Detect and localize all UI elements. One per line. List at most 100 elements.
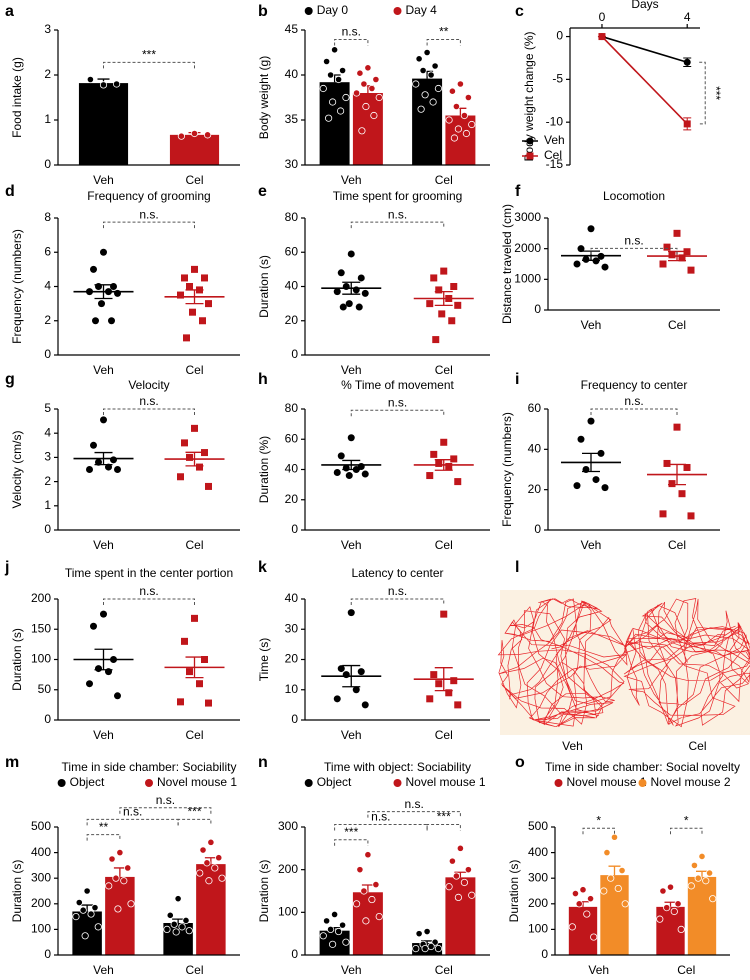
- marker: [582, 255, 590, 263]
- marker: [663, 459, 671, 467]
- y-tick-label: 60: [528, 401, 542, 415]
- data-point: [445, 883, 453, 891]
- data-point: [419, 66, 427, 75]
- sem-bar: [434, 667, 453, 692]
- data-point: [460, 111, 468, 120]
- data-point: [614, 884, 622, 893]
- marker: [361, 470, 369, 478]
- y-tick-label: 200: [31, 896, 51, 910]
- marker: [95, 283, 102, 290]
- y-tick-label: 45: [285, 22, 299, 36]
- data-point: [166, 911, 174, 919]
- significance-bracket: [426, 823, 461, 831]
- legend-label: Day 0: [317, 3, 349, 17]
- legend-marker: [57, 779, 66, 787]
- x-tick-label: Cel: [435, 538, 453, 552]
- y-tick-label: 35: [285, 112, 299, 126]
- data-point: [204, 131, 212, 139]
- panel-letter: c: [515, 3, 524, 20]
- data-point: [600, 887, 608, 895]
- data-point: [81, 932, 89, 940]
- y-tick-label: 400: [528, 845, 548, 859]
- marker: [687, 266, 695, 274]
- sem-bar: [185, 656, 204, 679]
- legend-label: Novel mouse 2: [651, 775, 731, 789]
- significance-bracket: [103, 61, 195, 69]
- y-tick-label: 60: [285, 431, 299, 445]
- legend-marker: [304, 779, 313, 787]
- panel-letter: g: [5, 371, 15, 388]
- legend-label: Veh: [544, 133, 565, 147]
- y-tick-label: 80: [285, 401, 299, 415]
- marker: [177, 473, 184, 481]
- marker: [357, 668, 365, 676]
- significance-bracket: [177, 818, 212, 826]
- data-point: [450, 134, 459, 142]
- data-point: [352, 89, 361, 97]
- y-axis-label: Duration (%): [257, 436, 271, 503]
- y-axis-label: Duration (s): [10, 628, 24, 691]
- significance-label: n.s.: [139, 207, 158, 221]
- marker: [201, 274, 208, 282]
- marker: [432, 336, 440, 344]
- marker: [445, 689, 453, 697]
- data-point: [372, 75, 380, 84]
- image-label: Cel: [688, 739, 706, 753]
- marker: [181, 637, 188, 645]
- sem-bar: [185, 289, 204, 305]
- y-tick-label: 1000: [514, 272, 541, 286]
- marker: [357, 274, 365, 282]
- data-point: [86, 75, 94, 84]
- data-point: [579, 886, 587, 894]
- data-point: [319, 932, 327, 940]
- y-tick-label: 0: [291, 712, 298, 726]
- marker: [95, 665, 102, 673]
- y-tick-label: 50: [38, 682, 52, 696]
- data-point: [108, 855, 116, 863]
- marker: [445, 462, 453, 470]
- marker: [105, 463, 112, 471]
- x-tick-label: Cel: [668, 538, 686, 552]
- y-tick-label: 1: [44, 498, 51, 512]
- marker: [342, 671, 350, 679]
- significance-label: ***: [344, 825, 358, 839]
- y-tick-label: -15: [546, 157, 564, 171]
- legend-label: Object: [317, 775, 352, 789]
- data-point: [421, 944, 429, 953]
- data-point: [429, 98, 437, 106]
- significance-label: **: [99, 820, 109, 834]
- y-tick-label: 100: [528, 922, 548, 936]
- marker: [440, 438, 448, 446]
- significance-bracket: [119, 807, 212, 814]
- data-point: [456, 844, 464, 852]
- marker: [440, 610, 448, 618]
- marker: [426, 300, 434, 308]
- sem-bar: [434, 459, 453, 471]
- data-point: [329, 940, 337, 948]
- y-tick-label: 3: [44, 22, 51, 36]
- x-tick-label: Veh: [581, 318, 602, 332]
- data-point: [677, 925, 685, 934]
- data-point: [666, 883, 675, 891]
- panel-letter: j: [4, 559, 9, 576]
- data-point: [72, 912, 80, 921]
- y-tick-label: 5: [44, 401, 51, 415]
- y-tick-label: 500: [528, 819, 548, 833]
- panel-letter: d: [5, 183, 15, 200]
- marker: [196, 680, 203, 688]
- y-tick-label: 20: [285, 492, 299, 506]
- marker: [114, 466, 121, 473]
- marker: [337, 269, 345, 277]
- data-point: [427, 942, 435, 951]
- marker: [601, 263, 609, 271]
- y-axis-label: Duration (s): [10, 860, 24, 923]
- error-bar: [204, 857, 217, 865]
- significance-bracket: [367, 811, 461, 818]
- y-tick-label: 1: [44, 112, 51, 126]
- data-point: [462, 129, 470, 138]
- significance-label: ***: [187, 804, 201, 818]
- marker: [110, 456, 117, 464]
- marker: [592, 476, 600, 484]
- y-tick-label: 0: [291, 347, 298, 361]
- data-point: [698, 852, 706, 861]
